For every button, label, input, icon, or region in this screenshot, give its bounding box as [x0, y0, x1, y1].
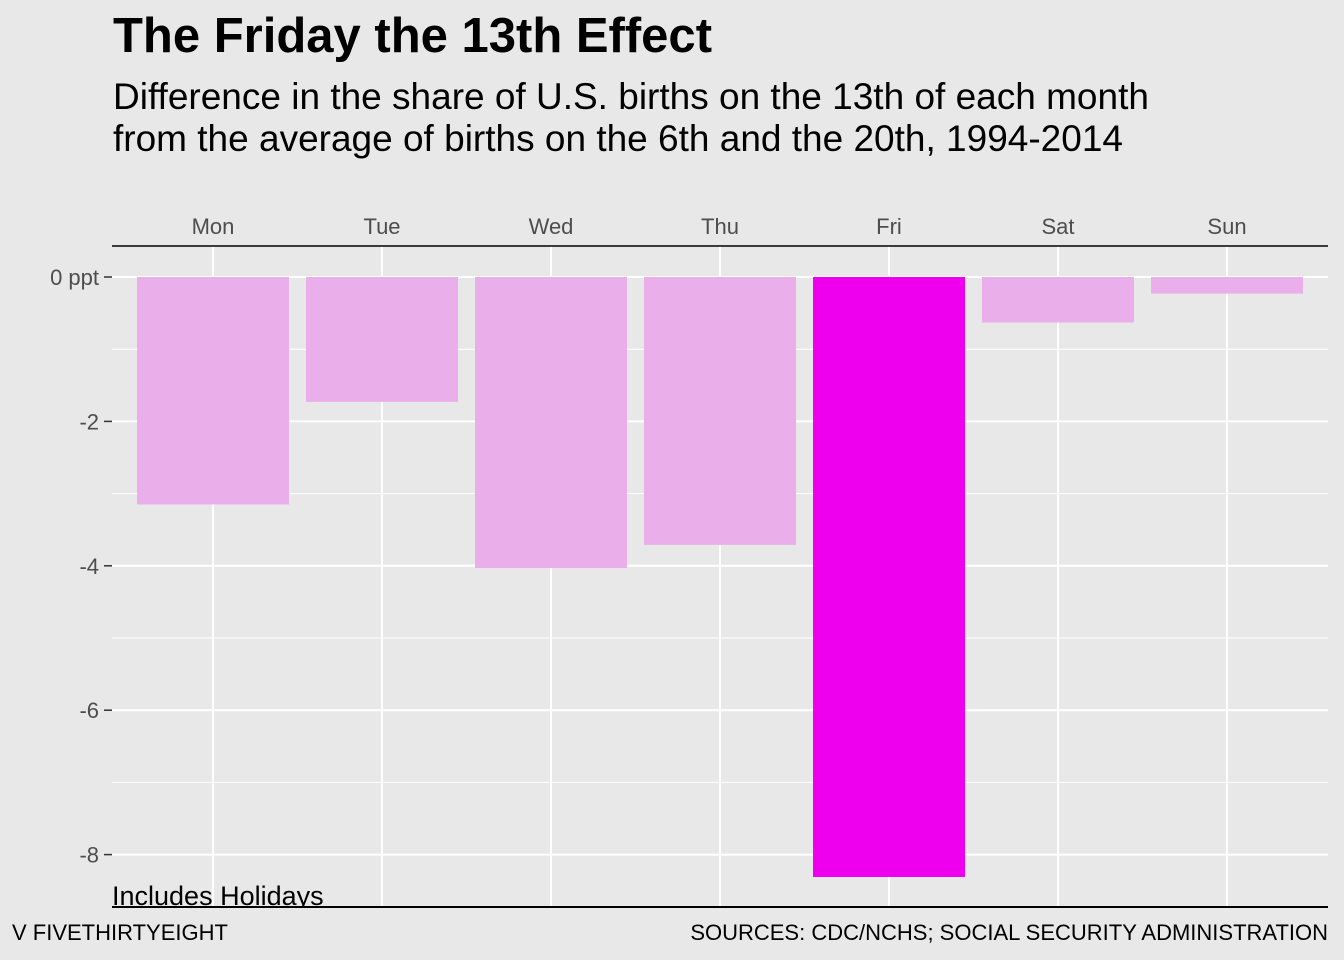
bar-mon [137, 277, 289, 505]
chart-annotation: Includes Holidays [112, 881, 324, 906]
y-tick-label: -2 [79, 409, 99, 434]
bar-tue [306, 277, 458, 402]
bar-fri [813, 277, 965, 877]
footer-brand: V FIVETHIRTYEIGHT [12, 920, 228, 945]
x-tick-label-fri: Fri [876, 214, 902, 239]
x-tick-label-sat: Sat [1041, 214, 1074, 239]
x-tick-label-wed: Wed [529, 214, 574, 239]
x-tick-label-sun: Sun [1207, 214, 1246, 239]
bars-layer [137, 277, 1303, 877]
axis-layer: Mon Tue Wed Thu Fri Sat Sun 0 ppt -2 -4 -6 -8 [50, 214, 1328, 868]
y-tick-label: -4 [79, 554, 99, 579]
x-tick-label-thu: Thu [701, 214, 739, 239]
bar-sun [1151, 277, 1303, 294]
x-tick-label-mon: Mon [192, 214, 235, 239]
y-tick-label: -8 [79, 843, 99, 868]
bar-sat [982, 277, 1134, 323]
chart-subtitle-line-1: Difference in the share of U.S. births o… [113, 76, 1149, 117]
x-tick-label-tue: Tue [363, 214, 400, 239]
bar-wed [475, 277, 627, 568]
footer-sources: SOURCES: CDC/NCHS; SOCIAL SECURITY ADMIN… [690, 920, 1328, 945]
bar-thu [644, 277, 796, 545]
chart-title: The Friday the 13th Effect [113, 9, 713, 63]
y-tick-label: -6 [79, 698, 99, 723]
chart-subtitle-line-2: from the average of births on the 6th an… [113, 118, 1123, 159]
bottom-rule [112, 906, 1328, 908]
y-tick-label: 0 ppt [50, 265, 99, 290]
